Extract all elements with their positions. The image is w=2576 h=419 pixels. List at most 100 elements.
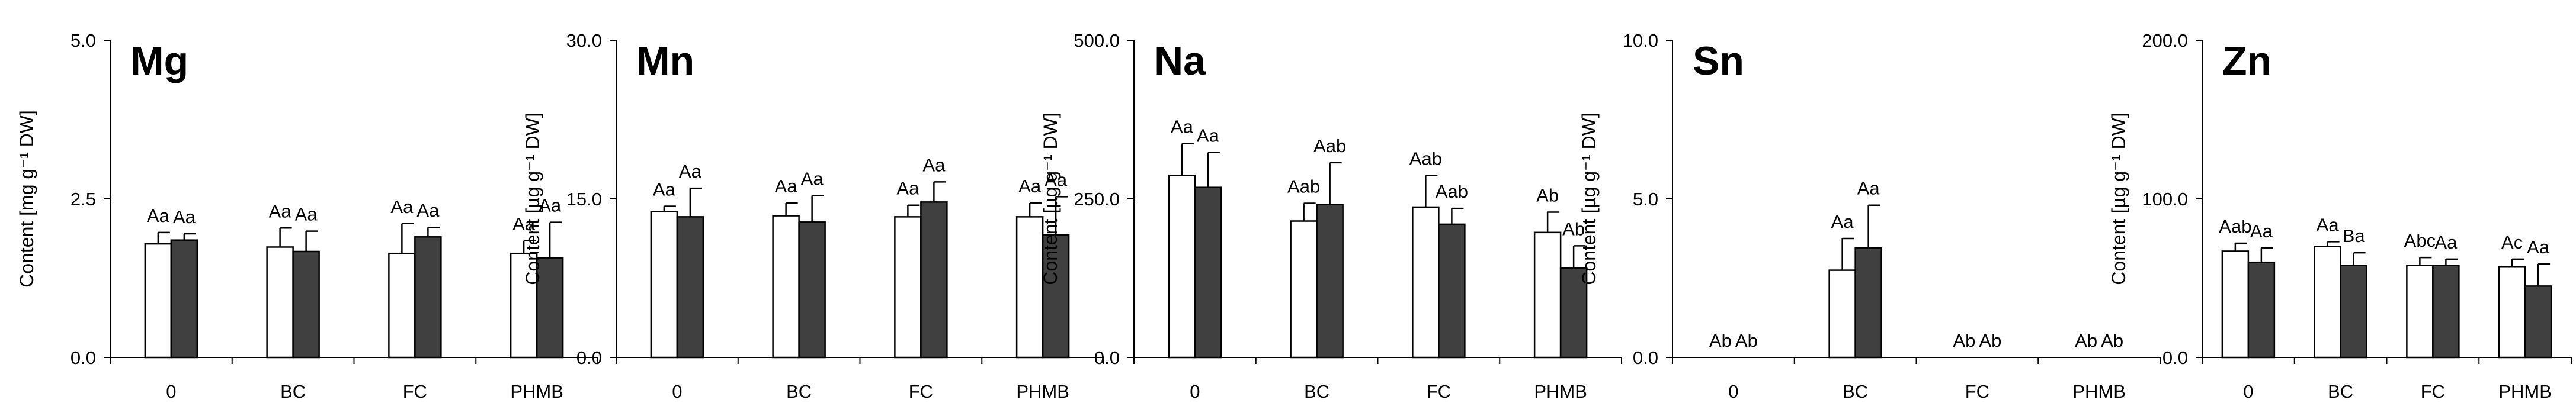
- y-tick-label: 500.0: [1074, 30, 1120, 51]
- significance-label: Aa: [147, 205, 170, 226]
- significance-label: Ba: [2343, 225, 2366, 246]
- bar: [536, 257, 564, 359]
- significance-label: Aa: [896, 178, 919, 199]
- y-tick-label: 30.0: [566, 30, 602, 51]
- x-tick-label: BC: [1304, 381, 1329, 402]
- significance-label: Aa: [801, 169, 824, 189]
- significance-label: Aab: [1409, 148, 1442, 169]
- significance-label: Aab: [1287, 176, 1320, 197]
- significance-label: Ab: [1979, 330, 2001, 351]
- bar: [1015, 216, 1044, 359]
- bar: [1290, 220, 1318, 359]
- significance-label: Aa: [269, 201, 292, 221]
- bar: [894, 216, 922, 359]
- chart-title: Na: [1154, 38, 1206, 83]
- significance-label: Ab: [2075, 330, 2097, 351]
- y-axis-title: Content [µg g⁻¹ DW]: [1578, 112, 1600, 285]
- significance-label: Aa: [173, 207, 196, 227]
- x-tick-label: FC: [1965, 381, 1989, 402]
- bar: [2406, 265, 2434, 359]
- x-tick-label: FC: [909, 381, 933, 402]
- chart-panel-sn: 0.0 5.0 10.0 0 BC FC PHMB Content [µg g⁻¹ DW] Sn…: [1578, 30, 2161, 402]
- significance-label: Aa: [2434, 232, 2458, 253]
- significance-label: Aa: [1018, 176, 1042, 196]
- bar: [1316, 204, 1344, 359]
- bar: [2314, 246, 2341, 359]
- bar: [1412, 206, 1440, 359]
- x-tick-label: BC: [2328, 381, 2353, 402]
- y-tick-label: 0.0: [2162, 347, 2188, 368]
- x-tick-label: PHMB: [510, 381, 563, 402]
- bar: [388, 252, 416, 359]
- y-tick-label: 10.0: [1623, 30, 1658, 51]
- x-tick-label: 0: [166, 381, 176, 402]
- x-tick-label: 0: [672, 381, 682, 402]
- bar: [266, 246, 294, 359]
- bar: [2498, 266, 2526, 359]
- bar: [1854, 247, 1882, 359]
- chart-title: Mn: [636, 38, 694, 83]
- significance-label: Aa: [1857, 178, 1880, 199]
- x-tick-label: FC: [403, 381, 427, 402]
- bar: [144, 243, 172, 359]
- significance-label: Aa: [922, 154, 946, 175]
- significance-label: Aa: [1045, 169, 1068, 190]
- significance-label: Aa: [295, 204, 318, 225]
- x-tick-label: FC: [1427, 381, 1451, 402]
- significance-label: Aa: [390, 196, 414, 217]
- x-tick-label: 0: [1728, 381, 1738, 402]
- significance-label: Aa: [679, 161, 702, 182]
- bar: [2432, 265, 2460, 359]
- x-tick-label: PHMB: [1016, 381, 1069, 402]
- bar: [920, 201, 948, 359]
- bar: [676, 216, 704, 359]
- bar: [1438, 223, 1466, 359]
- significance-label: Ab: [2101, 330, 2123, 351]
- bar: [772, 215, 800, 359]
- significance-label: Aa: [1831, 211, 1854, 232]
- bar: [2221, 250, 2250, 359]
- significance-label: Aa: [653, 179, 676, 200]
- bar: [2524, 285, 2552, 359]
- y-axis-title: Content [µg g⁻¹ DW]: [2108, 112, 2129, 285]
- significance-label: Ab: [1953, 330, 1975, 351]
- chart-title: Zn: [2222, 38, 2271, 83]
- bar: [2340, 265, 2367, 359]
- y-tick-label: 0.0: [576, 347, 602, 368]
- significance-label: Ac: [2501, 232, 2523, 253]
- bar: [292, 250, 320, 359]
- significance-label: Ab: [1709, 330, 1732, 351]
- significance-label: Aa: [416, 200, 440, 221]
- bar: [1042, 234, 1070, 359]
- bar: [170, 239, 198, 359]
- x-tick-label: BC: [280, 381, 306, 402]
- significance-label: Ab: [1536, 185, 1559, 206]
- x-tick-label: FC: [2421, 381, 2445, 402]
- y-axis-title: Content [mg g⁻¹ DW]: [16, 110, 37, 288]
- y-tick-label: 0.0: [1094, 347, 1120, 368]
- significance-label: Aa: [2317, 214, 2340, 235]
- x-tick-label: BC: [1843, 381, 1868, 402]
- y-tick-label: 5.0: [1633, 189, 1658, 210]
- significance-label: Ab: [1735, 330, 1758, 351]
- significance-label: Aa: [775, 176, 798, 196]
- chart-panel-mn: 0.0 15.0 30.0 0 BC FC PHMB Content [µg g⁻¹ DW] M…: [522, 30, 1104, 402]
- y-tick-label: 5.0: [71, 30, 96, 51]
- significance-label: Aab: [1313, 136, 1346, 156]
- x-tick-label: 0: [2243, 381, 2253, 402]
- y-tick-label: 0.0: [1633, 347, 1658, 368]
- chart-panel-zn: 0.0 100.0 200.0 0 BC FC PHMB Content [µg g⁻¹ DW…: [2108, 30, 2572, 402]
- significance-label: Aab: [2219, 216, 2251, 237]
- bar: [414, 236, 442, 359]
- bar: [1194, 186, 1222, 359]
- x-tick-label: BC: [786, 381, 812, 402]
- significance-label: Aa: [2250, 221, 2273, 241]
- x-tick-label: PHMB: [2072, 381, 2126, 402]
- bar: [798, 221, 826, 359]
- y-axis-title: Content [µg g⁻¹ DW]: [522, 112, 543, 285]
- y-tick-label: 15.0: [566, 189, 602, 210]
- y-axis-title: Content [µg g⁻¹ DW]: [1040, 112, 1061, 285]
- y-tick-label: 100.0: [2142, 189, 2188, 210]
- y-tick-label: 200.0: [2142, 30, 2188, 51]
